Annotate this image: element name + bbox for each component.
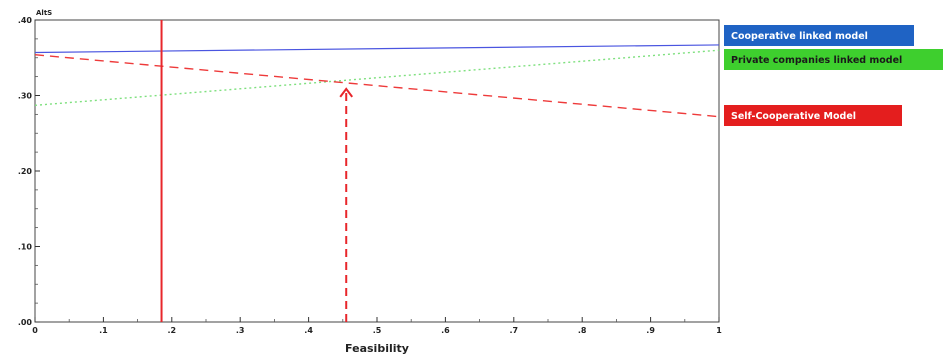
x-axis-label: Feasibility	[345, 342, 409, 355]
series-line-0	[34, 44, 720, 54]
y-axis-label: AltS	[36, 9, 52, 17]
reference-lines	[160, 20, 354, 322]
series-line-2	[34, 54, 720, 118]
series-label-text: Private companies linked model	[731, 55, 902, 66]
axes: .00 .10 .20 .30 .40 0 .1 .2 .3 .4 .5 .6 .7 .8 .9 1 AltS F…	[18, 9, 722, 355]
series-label-text: Cooperative linked model	[731, 31, 868, 42]
x-tick-label: .6	[441, 326, 450, 335]
x-tick-label: .5	[373, 326, 382, 335]
series-label-text: Self-Cooperative Model	[731, 111, 856, 122]
y-tick-label: .40	[18, 16, 33, 25]
x-tick-label: .3	[236, 326, 245, 335]
reference-arrowhead	[339, 87, 354, 98]
x-tick-label: .2	[167, 326, 176, 335]
x-tick-label: .7	[509, 326, 518, 335]
x-tick-label: .4	[304, 326, 313, 335]
y-tick-label: .20	[18, 167, 33, 176]
y-tick-label: .00	[18, 318, 33, 327]
x-tick-label: .1	[99, 326, 108, 335]
series-line-1	[34, 49, 720, 107]
y-tick-label: .10	[18, 243, 33, 252]
plot-frame	[34, 19, 720, 323]
series-label-box	[724, 105, 902, 126]
x-tick-label: .8	[578, 326, 587, 335]
x-tick-label: 1	[716, 326, 722, 335]
series-label-box	[724, 25, 914, 46]
x-tick-label: .9	[646, 326, 655, 335]
series-label-1: Private companies linked model	[724, 49, 943, 70]
series-label-2: Self-Cooperative Model	[724, 105, 902, 126]
series-labels: Cooperative linked model Private companie…	[724, 25, 943, 126]
x-tick-label: 0	[32, 326, 38, 335]
series-label-box	[724, 49, 943, 70]
series-label-0: Cooperative linked model	[724, 25, 914, 46]
series-lines	[34, 44, 720, 118]
y-tick-label: .30	[18, 92, 33, 101]
